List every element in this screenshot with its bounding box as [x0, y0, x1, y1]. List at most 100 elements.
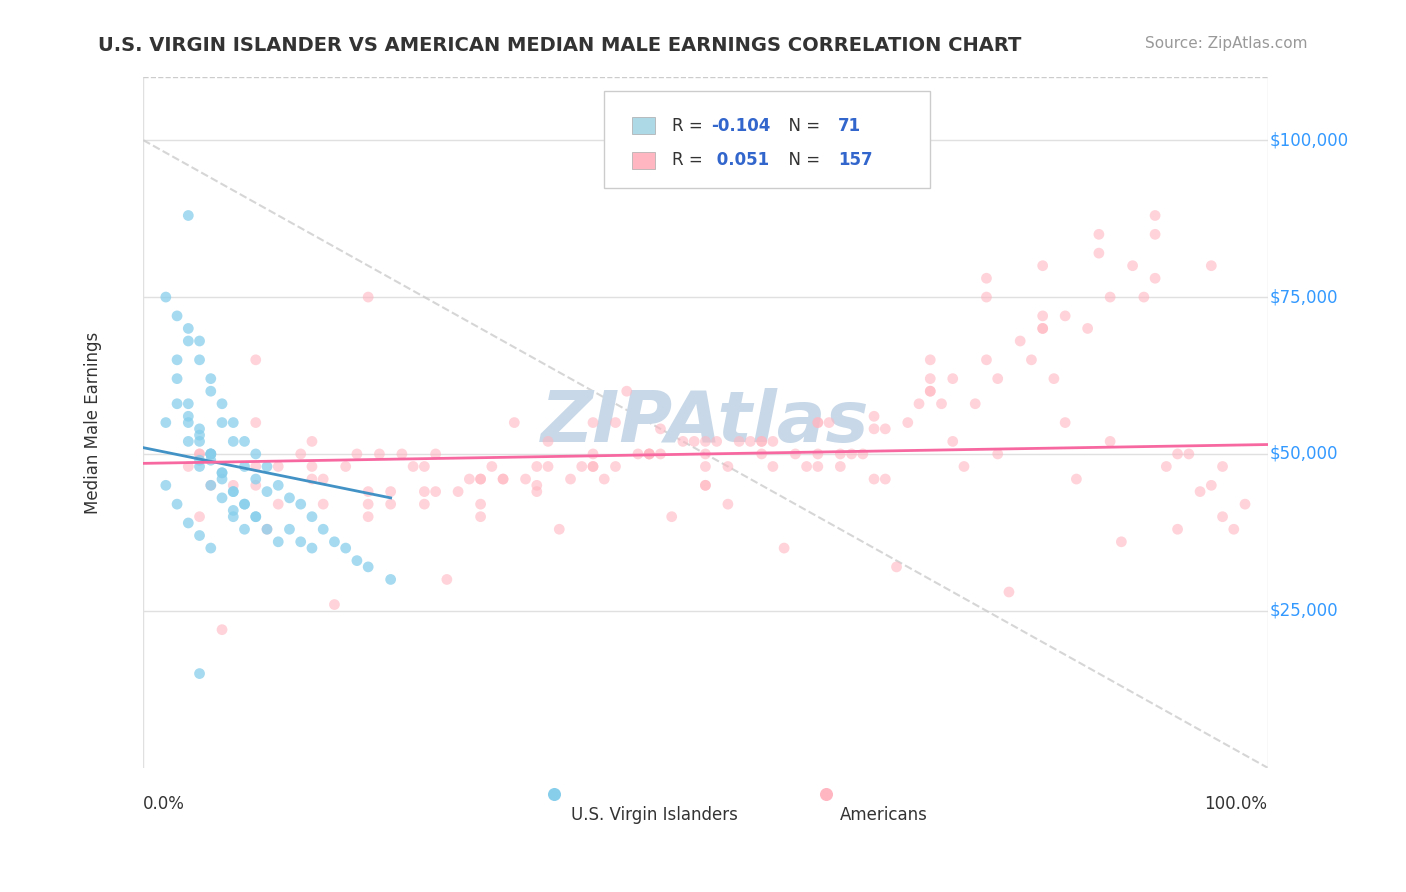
Point [357, 290, 380, 304]
Text: $25,000: $25,000 [1270, 602, 1339, 620]
Point [301, 459, 323, 474]
Point [807, 416, 830, 430]
Point [200, 371, 222, 385]
Point [267, 459, 290, 474]
Point [526, 484, 548, 499]
Point [312, 497, 335, 511]
Point [233, 497, 256, 511]
Point [245, 416, 267, 430]
Point [1032, 321, 1054, 335]
Point [188, 447, 211, 461]
Point [188, 352, 211, 367]
Point [436, 573, 458, 587]
Text: 157: 157 [838, 152, 873, 169]
Point [470, 472, 492, 486]
Point [695, 434, 717, 449]
Point [425, 484, 447, 499]
Point [200, 541, 222, 555]
Point [312, 472, 335, 486]
Point [301, 472, 323, 486]
Point [323, 534, 346, 549]
Point [222, 478, 245, 492]
Point [1088, 227, 1111, 242]
Point [413, 459, 436, 474]
Point [256, 522, 278, 536]
Point [785, 447, 807, 461]
Point [357, 484, 380, 499]
Point [256, 484, 278, 499]
Point [492, 472, 515, 486]
Point [470, 497, 492, 511]
Point [706, 434, 728, 449]
Point [931, 397, 953, 411]
Point [357, 497, 380, 511]
Point [661, 509, 683, 524]
Point [323, 598, 346, 612]
Point [200, 447, 222, 461]
Point [335, 541, 357, 555]
Point [357, 509, 380, 524]
Point [920, 371, 942, 385]
Text: 0.0%: 0.0% [143, 796, 186, 814]
Point [537, 434, 560, 449]
Point [830, 447, 852, 461]
Point [200, 478, 222, 492]
Point [200, 453, 222, 467]
Point [413, 497, 436, 511]
Point [1212, 459, 1234, 474]
Point [841, 447, 863, 461]
Point [1122, 259, 1144, 273]
Point [582, 447, 605, 461]
Point [188, 434, 211, 449]
Point [211, 397, 233, 411]
Point [245, 459, 267, 474]
Point [177, 416, 200, 430]
Point [605, 459, 627, 474]
Point [188, 334, 211, 348]
Point [965, 397, 987, 411]
Point [301, 509, 323, 524]
Point [177, 397, 200, 411]
Point [1099, 290, 1122, 304]
Point [638, 447, 661, 461]
Point [368, 447, 391, 461]
Point [650, 447, 672, 461]
Point [267, 534, 290, 549]
Point [1189, 484, 1212, 499]
Point [751, 434, 773, 449]
Point [1201, 259, 1223, 273]
Point [211, 466, 233, 480]
Point [267, 497, 290, 511]
Point [312, 522, 335, 536]
Point [773, 541, 796, 555]
Point [222, 503, 245, 517]
Point [1021, 352, 1043, 367]
Point [222, 416, 245, 430]
Point [222, 484, 245, 499]
Text: N =: N = [779, 152, 825, 169]
Point [357, 560, 380, 574]
Point [942, 434, 965, 449]
Point [458, 472, 481, 486]
Point [976, 271, 998, 285]
Point [211, 472, 233, 486]
Point [548, 522, 571, 536]
Point [211, 491, 233, 505]
Point [875, 472, 897, 486]
Point [560, 472, 582, 486]
Point [1178, 447, 1201, 461]
Point [762, 434, 785, 449]
Point [672, 434, 695, 449]
Text: R =: R = [672, 117, 707, 135]
Point [627, 447, 650, 461]
Point [166, 397, 188, 411]
Point [830, 459, 852, 474]
Text: U.S. VIRGIN ISLANDER VS AMERICAN MEDIAN MALE EARNINGS CORRELATION CHART: U.S. VIRGIN ISLANDER VS AMERICAN MEDIAN … [98, 36, 1022, 54]
FancyBboxPatch shape [605, 91, 931, 188]
Point [492, 472, 515, 486]
Point [301, 541, 323, 555]
Point [278, 522, 301, 536]
Point [222, 509, 245, 524]
Point [717, 497, 740, 511]
Point [1156, 459, 1178, 474]
